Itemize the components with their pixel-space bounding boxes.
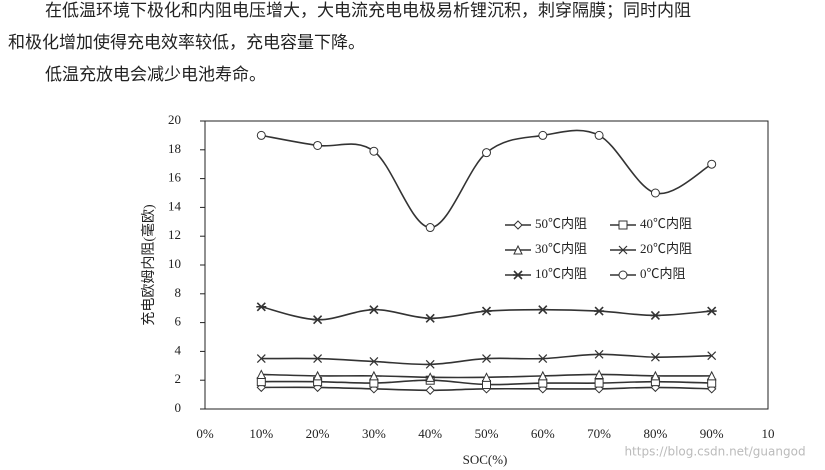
data-point: [425, 372, 436, 382]
data-point: [650, 370, 661, 381]
data-point: [707, 351, 717, 361]
y-tick-label: 6: [175, 314, 182, 329]
x-tick-label: 0%: [196, 426, 214, 441]
data-point: [594, 349, 604, 359]
data-point: [313, 140, 323, 150]
x-tick-label: 50%: [475, 426, 499, 441]
x-tick-label: 30%: [362, 426, 386, 441]
x-axis-label: SOC(%): [463, 452, 508, 467]
legend-label: 50℃内阻: [535, 216, 587, 231]
data-point: [312, 370, 323, 381]
data-point: [594, 130, 604, 140]
data-point: [256, 354, 266, 364]
legend-label: 20℃内阻: [640, 241, 692, 256]
y-tick-label: 20: [168, 112, 181, 127]
y-tick-label: 14: [168, 198, 182, 213]
data-point: [256, 302, 267, 312]
data-point: [313, 354, 323, 364]
data-point: [650, 310, 661, 320]
x-tick-label: 90%: [700, 426, 724, 441]
data-point: [537, 305, 548, 315]
data-point: [312, 315, 323, 325]
data-point: [594, 378, 604, 388]
data-point: [256, 130, 266, 140]
legend-marker: [513, 270, 523, 280]
y-tick-label: 0: [175, 400, 182, 415]
data-point: [706, 306, 717, 316]
x-tick-label: 60%: [531, 426, 555, 441]
data-point: [425, 385, 435, 395]
x-tick-label: 10%: [249, 426, 273, 441]
data-point: [256, 369, 267, 379]
legend-label: 40℃内阻: [640, 216, 692, 231]
data-point: [425, 313, 436, 323]
x-tick-label: 40%: [418, 426, 442, 441]
series-line: [261, 129, 713, 229]
data-point: [537, 370, 548, 381]
series-line: [261, 305, 712, 321]
data-point: [706, 370, 717, 381]
data-point: [650, 352, 660, 362]
data-point: [368, 305, 379, 315]
data-point: [481, 372, 492, 382]
y-tick-label: 12: [168, 227, 181, 242]
y-tick-label: 2: [175, 371, 182, 386]
y-axis-label: 充电欧姆内阻(毫欧): [140, 204, 157, 326]
text-line: 和极化增加使得充电效率较低，充电容量下降。: [8, 32, 365, 52]
legend-marker: [618, 220, 628, 230]
data-point: [481, 306, 492, 316]
x-tick-label: 80%: [643, 426, 667, 441]
legend-label: 30℃内阻: [535, 241, 587, 256]
watermark: https://blog.csdn.net/guangod: [624, 445, 805, 459]
legend-marker: [513, 220, 523, 230]
data-point: [650, 188, 660, 198]
y-tick-label: 4: [175, 342, 182, 357]
legend-marker: [618, 270, 628, 280]
data-point: [707, 159, 717, 169]
legend-label: 0℃内阻: [640, 266, 686, 281]
data-point: [425, 223, 435, 233]
data-point: [538, 354, 548, 364]
text-line: 低温充放电会减少电池寿命。: [45, 65, 266, 84]
data-point: [594, 306, 605, 316]
x-tick-label: 10: [762, 426, 775, 441]
legend-marker: [618, 245, 628, 255]
data-point: [482, 148, 491, 158]
y-tick-label: 18: [168, 141, 181, 156]
y-tick-label: 10: [168, 256, 181, 271]
x-tick-label: 20%: [306, 426, 330, 441]
data-point: [594, 369, 604, 379]
y-tick-label: 16: [168, 170, 182, 185]
data-point: [369, 146, 379, 156]
data-point: [482, 354, 491, 364]
legend-label: 10℃内阻: [535, 266, 587, 281]
data-point: [425, 359, 435, 369]
data-point: [369, 370, 379, 381]
legend-marker: [513, 244, 523, 255]
data-point: [538, 130, 548, 140]
text-line: 在低温环境下极化和内阻电压增大，大电流充电电极易析锂沉积，刺穿隔膜；同时内阻: [45, 1, 691, 20]
data-point: [369, 357, 379, 366]
y-tick-label: 8: [175, 285, 182, 300]
x-tick-label: 70%: [587, 426, 611, 441]
